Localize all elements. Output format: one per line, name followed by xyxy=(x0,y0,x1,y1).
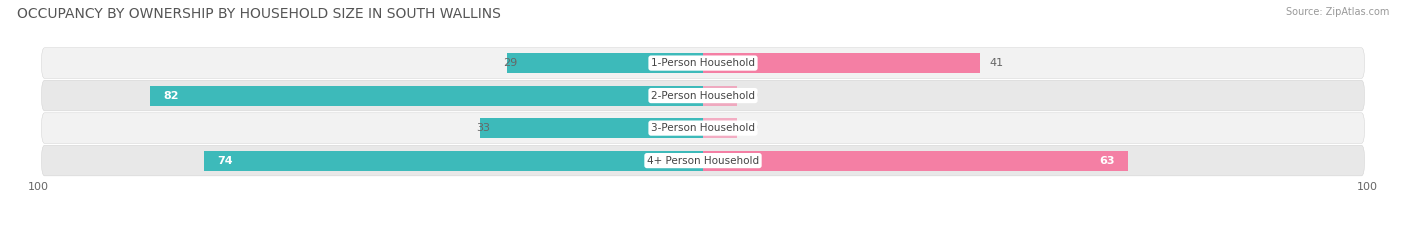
Bar xyxy=(149,86,703,106)
Bar xyxy=(703,86,737,106)
Bar xyxy=(703,151,1128,171)
Text: 3-Person Household: 3-Person Household xyxy=(651,123,755,133)
Text: 29: 29 xyxy=(503,58,517,68)
Text: OCCUPANCY BY OWNERSHIP BY HOUSEHOLD SIZE IN SOUTH WALLINS: OCCUPANCY BY OWNERSHIP BY HOUSEHOLD SIZE… xyxy=(17,7,501,21)
FancyBboxPatch shape xyxy=(42,80,1364,111)
Text: 2-Person Household: 2-Person Household xyxy=(651,91,755,101)
Text: 0: 0 xyxy=(751,91,758,101)
Bar xyxy=(703,53,980,73)
Text: 33: 33 xyxy=(477,123,491,133)
FancyBboxPatch shape xyxy=(42,145,1364,176)
Text: Source: ZipAtlas.com: Source: ZipAtlas.com xyxy=(1285,7,1389,17)
Bar xyxy=(204,151,703,171)
FancyBboxPatch shape xyxy=(42,48,1364,78)
Text: 1-Person Household: 1-Person Household xyxy=(651,58,755,68)
Text: 74: 74 xyxy=(217,156,233,166)
Text: 63: 63 xyxy=(1099,156,1115,166)
Text: 4+ Person Household: 4+ Person Household xyxy=(647,156,759,166)
Bar xyxy=(703,118,737,138)
Bar xyxy=(508,53,703,73)
Text: 100: 100 xyxy=(1357,182,1378,192)
Bar xyxy=(481,118,703,138)
Text: 0: 0 xyxy=(751,123,758,133)
Text: 82: 82 xyxy=(163,91,179,101)
FancyBboxPatch shape xyxy=(42,113,1364,143)
Text: 100: 100 xyxy=(28,182,49,192)
Text: 41: 41 xyxy=(990,58,1004,68)
